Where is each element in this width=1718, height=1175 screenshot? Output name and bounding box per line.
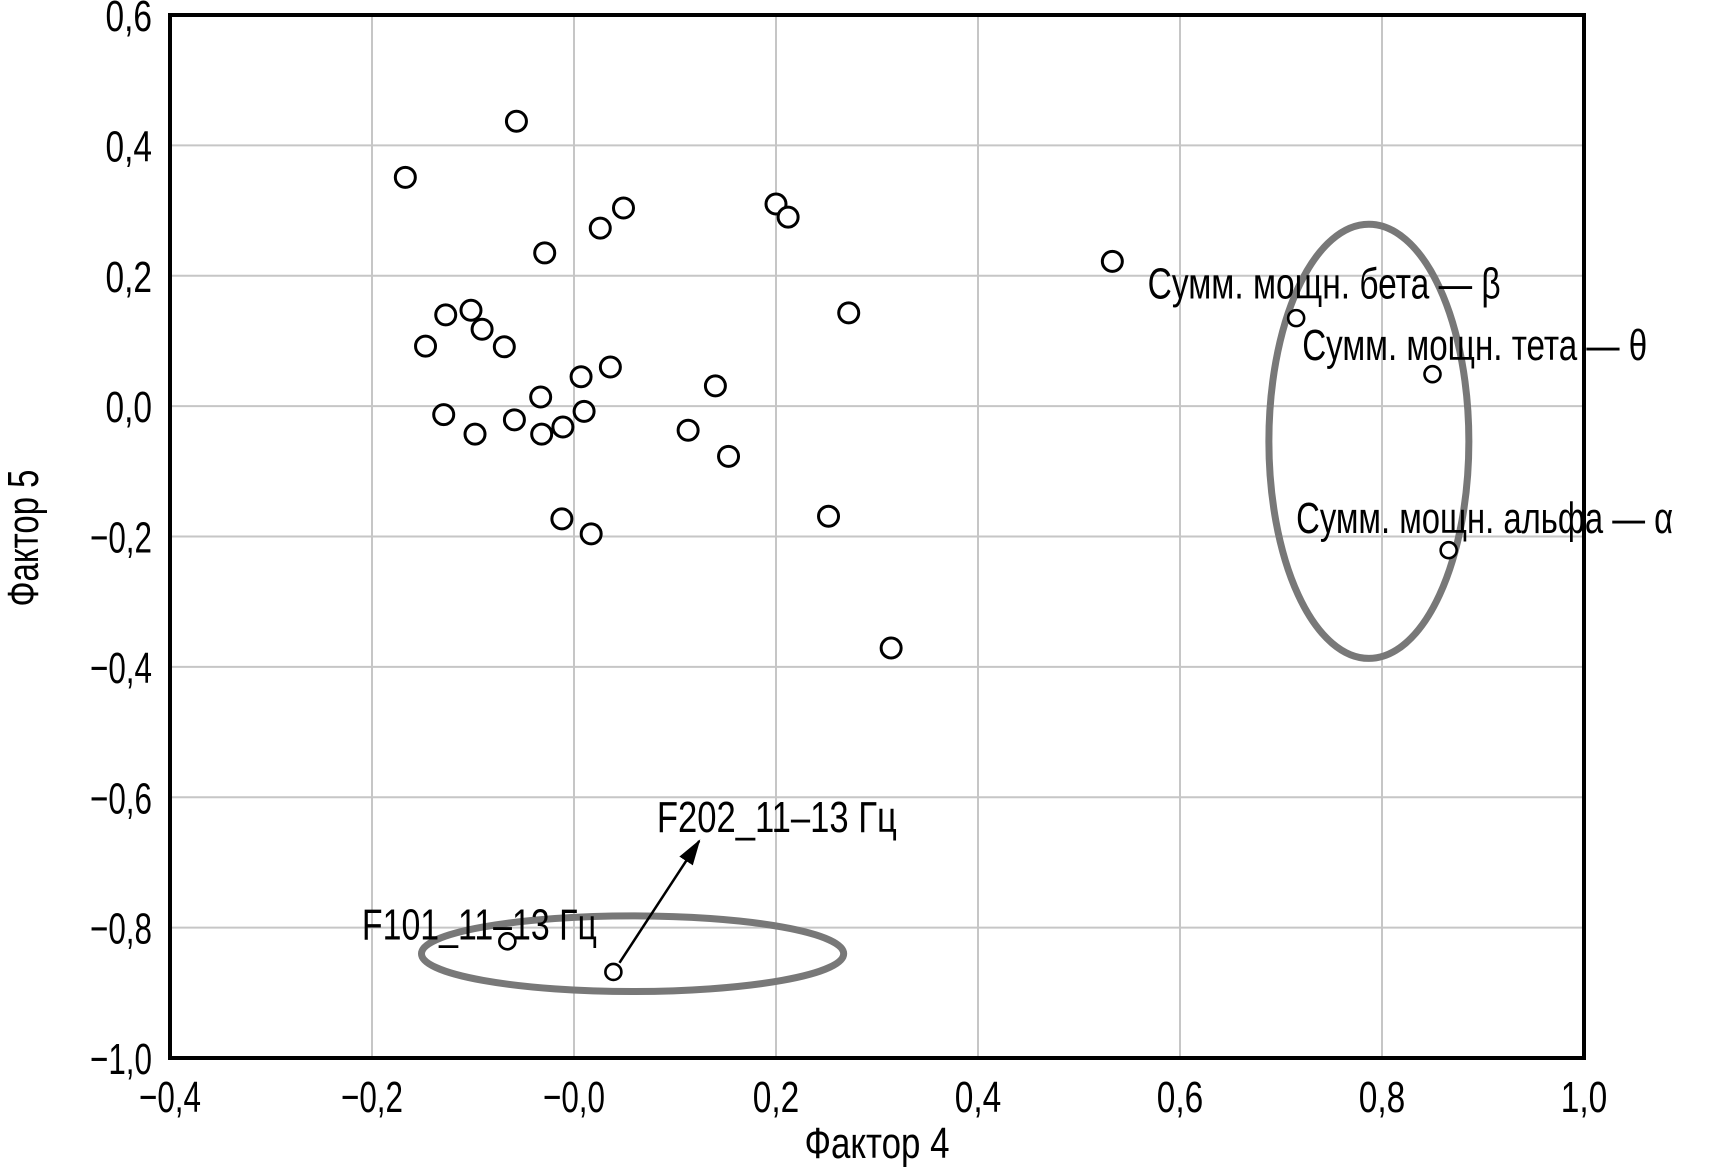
data-point [530,422,554,446]
data-point [879,636,903,660]
data-point [837,301,861,325]
data-point [598,355,622,379]
data-point [588,216,612,240]
label-sum-power-beta: Сумм. мощн. бета — β [1148,259,1501,308]
annotation-arrow [618,839,701,964]
data-point [572,399,596,423]
highlight-ellipses [417,220,1473,996]
y-axis-title: Фактор 5 [0,470,48,607]
data-point [776,205,800,229]
data-point [504,109,528,133]
data-point [414,334,438,358]
data-point [551,415,575,439]
data-point-f101-11-13hz [498,932,517,951]
y-tick-label: −0,2 [90,514,152,563]
data-points [393,109,1458,982]
data-point [550,507,574,531]
point-labels: Сумм. мощн. бета — β Сумм. мощн. тета — θ… [362,259,1673,949]
data-point [533,241,557,265]
y-tick-label: 0,2 [106,253,153,302]
data-point [463,422,487,446]
x-tick-labels: −0,4 −0,2 −0,0 0,2 0,4 0,6 0,8 1,0 [139,1073,1607,1122]
data-point [676,418,700,442]
x-tick-label: −0,0 [543,1073,605,1122]
gridlines [170,15,1584,1058]
data-point [393,165,417,189]
x-tick-label: 0,4 [955,1073,1002,1122]
data-point-sum-power-theta [1423,364,1442,384]
label-sum-power-alpha: Сумм. мощн. альфа — α [1296,494,1673,543]
data-point [611,196,635,220]
data-point [579,522,603,546]
y-tick-labels: 0,6 0,4 0,2 0,0 −0,2 −0,4 −0,6 −0,8 −1,0 [90,0,152,1084]
x-tick-label: 0,8 [1359,1073,1406,1122]
y-tick-label: 0,6 [106,0,153,41]
x-tick-label: −0,2 [341,1073,403,1122]
x-tick-label: 1,0 [1561,1073,1608,1122]
y-tick-label: −0,4 [90,644,152,693]
label-f101-11-13hz: F101_11–13 Гц [362,901,597,950]
data-point [492,335,516,359]
bottom-group-ellipse [417,912,848,996]
data-point [434,303,458,327]
x-tick-label: 0,6 [1157,1073,1204,1122]
data-point [470,317,494,341]
data-point [502,408,526,432]
y-tick-label: −0,8 [90,905,152,954]
x-tick-label: −0,4 [139,1073,201,1122]
data-point [459,298,483,322]
arrow-line [618,839,701,964]
x-axis-title: Фактор 4 [805,1119,950,1168]
plot-border [168,13,1586,1060]
x-tick-label: 0,2 [753,1073,800,1122]
data-point-sum-power-beta [1286,308,1306,328]
y-tick-label: 0,0 [106,383,153,432]
data-point [703,374,727,398]
y-tick-label: −1,0 [90,1035,152,1084]
data-point-sum-power-alpha [1439,540,1458,560]
data-point [432,403,456,427]
data-point [569,365,593,389]
data-point [817,504,841,528]
label-sum-power-theta: Сумм. мощн. тета — θ [1302,321,1647,370]
data-point-f202-11-13hz [604,962,623,982]
right-group-ellipse [1265,220,1473,662]
data-point [1100,249,1124,273]
data-point [529,385,553,409]
y-tick-label: −0,6 [90,774,152,823]
data-point [717,444,741,468]
y-tick-label: 0,4 [106,122,153,171]
label-f202-11-13hz: F202_11–13 Гц [657,793,897,842]
